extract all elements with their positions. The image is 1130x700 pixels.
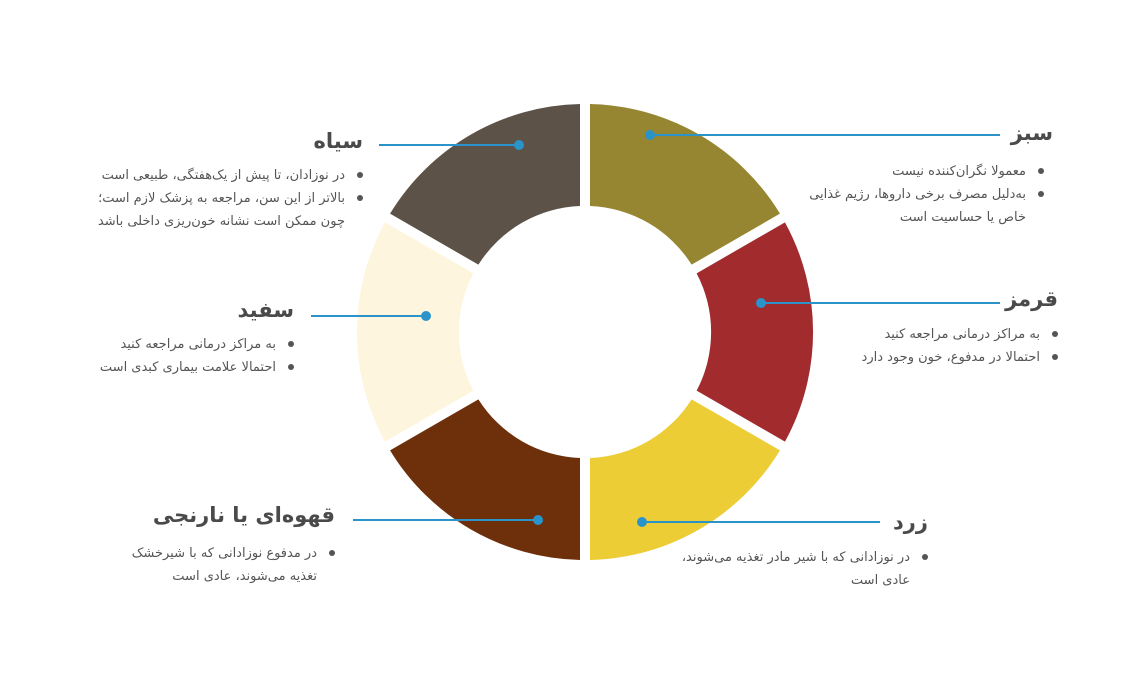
brown-orange-title: قهوه‌ای یا نارنجی — [152, 503, 335, 527]
yellow-bullet-1: در نوزادانی که با شیر مادر تغذیه می‌شوند… — [658, 546, 928, 592]
red-title: قرمز — [1005, 287, 1058, 311]
black-connector-dot — [514, 140, 524, 150]
black-ring-segment — [390, 104, 580, 265]
yellow-ring-segment — [590, 399, 780, 560]
brown-connector-dot — [533, 515, 543, 525]
white-bullet-1: به مراکز درمانی مراجعه کنید — [34, 333, 294, 356]
green-connector-dot — [645, 130, 655, 140]
green-bullet-2: به‌دلیل مصرف برخی داروها، رژیم غذایی خاص… — [794, 183, 1044, 229]
green-title: سبز — [1010, 121, 1053, 145]
red-ring-segment — [696, 222, 814, 442]
yellow-description: در نوزادانی که با شیر مادر تغذیه می‌شوند… — [658, 546, 928, 592]
brown-orange-bullet-1: در مدفوع نوزادانی که با شیرخشک تغذیه می‌… — [105, 542, 335, 588]
white-bullet-2: احتمالا علامت بیماری کبدی است — [34, 356, 294, 379]
black-bullet-2: بالاتر از این سن، مراجعه به پزشک لازم اس… — [73, 187, 363, 233]
brown-ring-segment — [390, 399, 580, 560]
green-description: معمولا نگران‌کننده نیست به‌دلیل مصرف برخ… — [794, 160, 1044, 229]
white-title: سفید — [237, 298, 294, 322]
green-bullet-1: معمولا نگران‌کننده نیست — [794, 160, 1044, 183]
white-description: به مراکز درمانی مراجعه کنید احتمالا علام… — [34, 333, 294, 379]
white-connector-dot — [421, 311, 431, 321]
black-title: سیاه — [313, 129, 363, 153]
black-description: در نوزادان، تا پیش از یک‌هفتگی، طبیعی اس… — [73, 164, 363, 233]
black-bullet-1: در نوزادان، تا پیش از یک‌هفتگی، طبیعی اس… — [73, 164, 363, 187]
red-description: به مراکز درمانی مراجعه کنید احتمالا در م… — [798, 323, 1058, 369]
brown-orange-description: در مدفوع نوزادانی که با شیرخشک تغذیه می‌… — [105, 542, 335, 588]
white-ring-segment — [356, 222, 474, 442]
red-connector-dot — [756, 298, 766, 308]
red-bullet-2: احتمالا در مدفوع، خون وجود دارد — [798, 346, 1058, 369]
yellow-title: زرد — [893, 510, 928, 534]
yellow-connector-dot — [637, 517, 647, 527]
red-bullet-1: به مراکز درمانی مراجعه کنید — [798, 323, 1058, 346]
green-ring-segment — [590, 104, 780, 265]
